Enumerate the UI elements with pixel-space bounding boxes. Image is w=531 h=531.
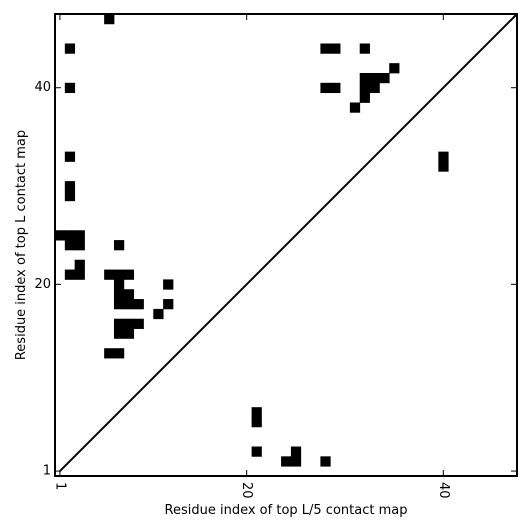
contact-cell <box>64 43 76 54</box>
contact-cell <box>104 348 115 359</box>
contact-cell <box>369 82 380 94</box>
y-tick-label: 20 <box>34 277 51 292</box>
contact-cell <box>104 269 115 280</box>
contact-cell <box>64 82 76 94</box>
contact-cell <box>359 43 370 54</box>
contact-cell <box>290 456 302 467</box>
axis-ticks: 1 20 40 1 20 40 <box>34 14 517 499</box>
x-tick-label: 40 <box>436 482 451 499</box>
contact-cell <box>113 318 125 329</box>
contact-cell <box>290 446 302 457</box>
x-tick-label: 1 <box>52 482 67 490</box>
contact-cell <box>251 446 262 457</box>
contact-cell <box>123 289 135 300</box>
contact-cell <box>74 230 85 241</box>
contact-cell <box>123 328 135 339</box>
contact-cell <box>438 161 449 172</box>
contact-cell <box>359 82 370 94</box>
contact-cell <box>251 407 262 418</box>
contact-cell <box>163 299 174 310</box>
contact-cell <box>320 43 331 54</box>
contact-cell <box>64 190 76 202</box>
contact-cell <box>74 240 85 251</box>
contact-cell <box>74 259 85 270</box>
contact-cell <box>64 181 76 192</box>
contact-cell <box>330 82 341 94</box>
contact-cell <box>113 289 125 300</box>
contact-cells <box>55 14 449 467</box>
contact-cell <box>64 230 76 241</box>
diagonal-line <box>59 13 518 472</box>
y-axis-label: Residue index of top L contact map <box>14 130 29 360</box>
contact-cell <box>320 82 331 94</box>
plot-frame <box>54 13 518 477</box>
contact-cell <box>438 151 449 162</box>
contact-cell <box>123 269 135 280</box>
contact-cell <box>153 308 164 320</box>
contact-cell <box>64 151 76 162</box>
contact-cell <box>251 417 262 428</box>
x-tick-label: 20 <box>239 482 254 499</box>
contact-cell <box>113 269 125 280</box>
y-tick-label: 40 <box>34 80 51 95</box>
contact-cell <box>379 72 390 84</box>
contact-cell <box>330 43 341 54</box>
contact-cell <box>349 102 361 113</box>
contact-cell <box>320 456 331 467</box>
contact-cell <box>281 456 292 467</box>
contact-cell <box>55 230 66 241</box>
contact-cell <box>113 279 125 290</box>
contact-cell <box>389 63 400 74</box>
contact-cell <box>163 279 174 290</box>
contact-cell <box>74 269 85 280</box>
contact-cell <box>359 92 370 103</box>
contact-cell <box>133 318 144 329</box>
y-tick-label: 1 <box>43 464 51 479</box>
contact-cell <box>104 14 115 25</box>
contact-cell <box>64 240 76 251</box>
contact-cell <box>113 299 125 310</box>
contact-cell <box>123 318 135 329</box>
contact-cell <box>113 348 125 359</box>
contact-cell <box>113 328 125 339</box>
contact-cell <box>64 269 76 280</box>
contact-cell <box>369 72 380 84</box>
x-axis-label: Residue index of top L/5 contact map <box>165 503 408 518</box>
contact-cell <box>359 72 370 84</box>
contact-cell <box>133 299 144 310</box>
contact-cell <box>113 240 125 251</box>
contact-cell <box>123 299 135 310</box>
